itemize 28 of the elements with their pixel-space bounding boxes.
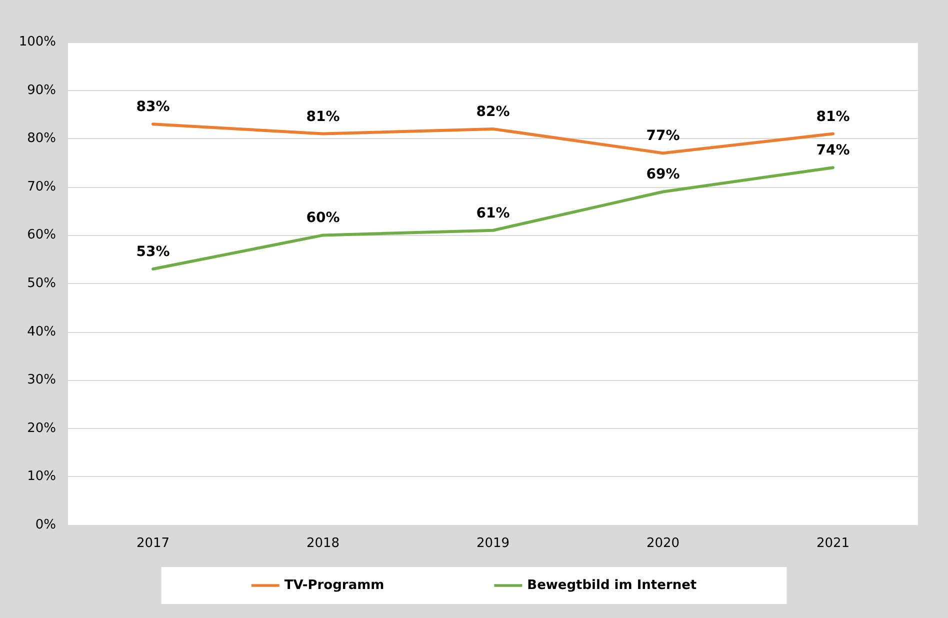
y-tick-label: 100% xyxy=(18,34,56,50)
x-tick-label: 2018 xyxy=(306,536,340,551)
y-tick-label: 10% xyxy=(27,469,56,484)
y-tick-label: 70% xyxy=(27,179,56,194)
legend-label: Bewegtbild im Internet xyxy=(527,578,697,593)
data-label: 61% xyxy=(476,205,510,222)
y-tick-label: 80% xyxy=(27,131,56,146)
legend-label: TV-Programm xyxy=(284,578,384,593)
data-label: 77% xyxy=(646,128,680,144)
y-tick-label: 30% xyxy=(27,372,56,388)
y-tick-label: 50% xyxy=(27,276,56,291)
data-label: 83% xyxy=(136,99,170,116)
data-label: 60% xyxy=(306,210,340,226)
y-tick-label: 60% xyxy=(27,228,56,243)
data-label: 53% xyxy=(136,244,170,260)
y-tick-label: 90% xyxy=(27,82,56,98)
data-label: 82% xyxy=(476,104,510,120)
data-label: 81% xyxy=(306,108,340,125)
y-tick-label: 0% xyxy=(35,518,56,532)
data-label: 69% xyxy=(646,166,680,183)
data-label: 74% xyxy=(816,142,850,159)
y-tick-label: 20% xyxy=(27,420,56,436)
y-tick-label: 40% xyxy=(27,324,56,340)
x-tick-label: 2020 xyxy=(646,536,680,551)
x-tick-label: 2021 xyxy=(816,536,850,551)
x-tick-label: 2017 xyxy=(136,536,170,551)
data-label: 81% xyxy=(816,108,850,125)
x-tick-label: 2019 xyxy=(476,536,510,551)
